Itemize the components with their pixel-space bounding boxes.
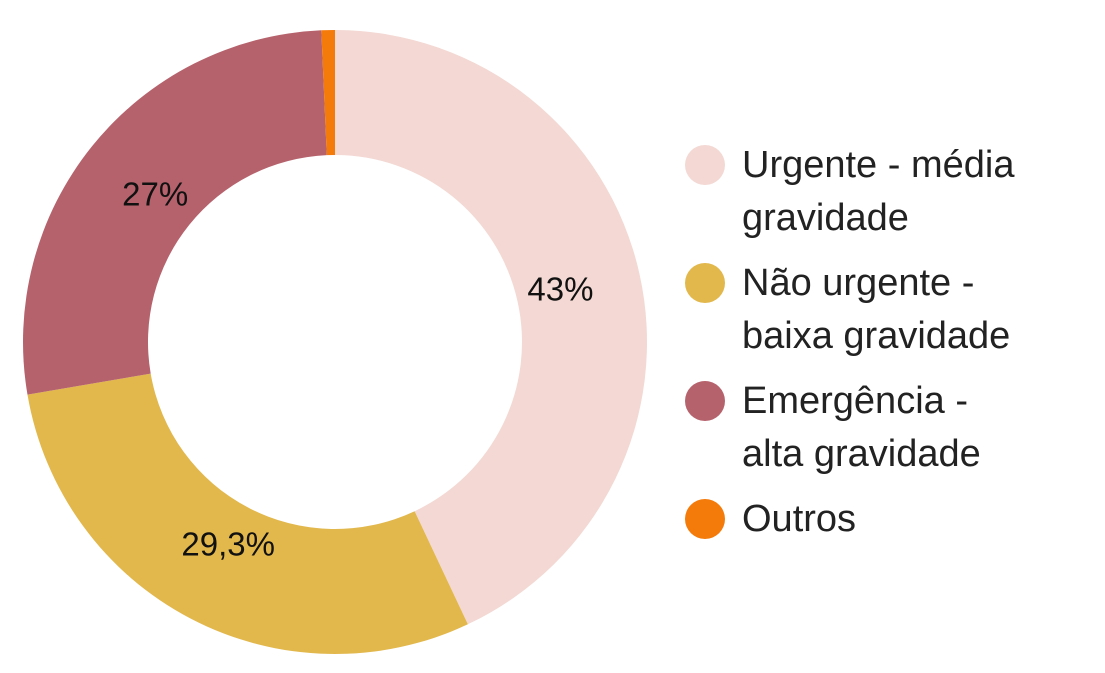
legend-swatch [685, 263, 725, 303]
legend-label: Não urgente - baixa gravidade [742, 262, 1011, 357]
legend-swatch [685, 145, 725, 185]
legend-label: Urgente - média gravidade [742, 144, 1015, 239]
donut-slice [23, 30, 327, 395]
legend: Urgente - média gravidade Não urgente - b… [685, 139, 1027, 558]
legend-item: Outros [685, 493, 1027, 546]
legend-item: Urgente - média gravidade [685, 139, 1027, 245]
donut-slice [321, 30, 335, 156]
legend-item: Emergência - alta gravidade [685, 375, 1027, 481]
donut-slice [335, 30, 648, 625]
donut-slice [27, 373, 468, 654]
legend-swatch [685, 381, 725, 421]
data-label: 27% [122, 176, 188, 213]
legend-label: Emergência - alta gravidade [742, 380, 981, 475]
legend-item: Não urgente - baixa gravidade [685, 257, 1027, 363]
data-label: 29,3% [181, 526, 275, 563]
donut-plot: 43% 29,3% 27% [23, 30, 648, 654]
data-label: 43% [527, 270, 593, 307]
legend-swatch [685, 499, 725, 539]
legend-label: Outros [742, 498, 857, 540]
